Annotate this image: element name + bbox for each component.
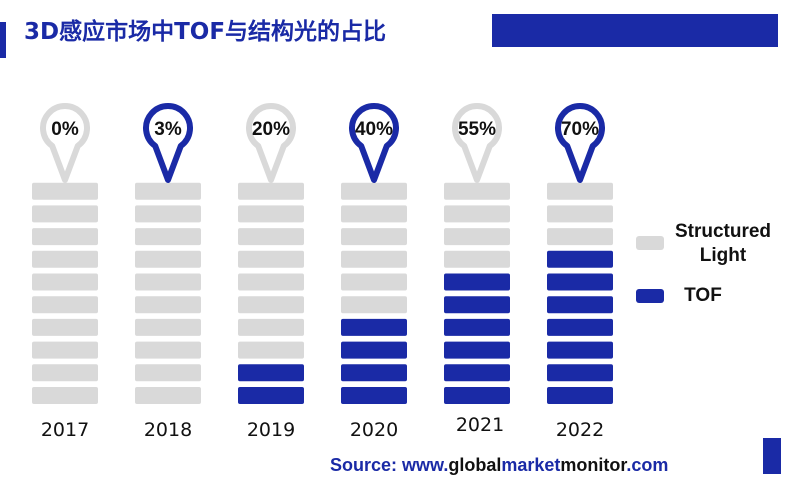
structured-light-segment-2017-7 xyxy=(32,250,98,268)
corner-decor-block xyxy=(763,438,781,474)
year-label-2019: 2019 xyxy=(247,419,295,441)
structured-light-segment-2020-5 xyxy=(341,296,407,314)
percent-label-2018: 3% xyxy=(154,119,182,140)
tof-segment-2019-2 xyxy=(238,364,304,382)
structured-light-segment-2018-9 xyxy=(135,205,201,223)
structured-light-segment-2017-8 xyxy=(32,228,98,246)
structured-light-segment-2019-9 xyxy=(238,205,304,223)
percent-label-2021: 55% xyxy=(458,119,496,140)
tof-segment-2022-7 xyxy=(547,250,613,268)
structured-light-segment-2017-9 xyxy=(32,205,98,223)
source-text: Source: www.globalmarketmonitor.com xyxy=(330,455,668,476)
structured-light-segment-2021-9 xyxy=(444,205,510,223)
header-decor-bar xyxy=(492,14,778,47)
structured-light-segment-2020-8 xyxy=(341,228,407,246)
structured-light-segment-2021-10 xyxy=(444,182,510,200)
structured-light-segment-2019-5 xyxy=(238,296,304,314)
structured-light-segment-2017-4 xyxy=(32,318,98,336)
structured-light-segment-2019-4 xyxy=(238,318,304,336)
structured-light-segment-2017-6 xyxy=(32,273,98,291)
tof-segment-2021-1 xyxy=(444,387,510,404)
tof-segment-2022-3 xyxy=(547,341,613,359)
structured-light-segment-2022-10 xyxy=(547,182,613,200)
tof-segment-2021-4 xyxy=(444,318,510,336)
source-suffix: .com xyxy=(626,455,669,475)
structured-light-segment-2021-8 xyxy=(444,228,510,246)
structured-light-segment-2019-6 xyxy=(238,273,304,291)
tof-segment-2022-6 xyxy=(547,273,613,291)
location-pin-icon xyxy=(143,103,193,183)
structured-light-segment-2020-6 xyxy=(341,273,407,291)
tof-segment-2021-6 xyxy=(444,273,510,291)
year-label-2020: 2020 xyxy=(350,419,398,441)
structured-light-segment-2018-2 xyxy=(135,364,201,382)
tof-segment-2021-5 xyxy=(444,296,510,314)
tof-segment-2020-1 xyxy=(341,387,407,404)
structured-light-segment-2019-3 xyxy=(238,341,304,359)
structured-light-segment-2022-8 xyxy=(547,228,613,246)
structured-light-segment-2019-7 xyxy=(238,250,304,268)
source-monitor: monitor xyxy=(560,455,627,475)
structured-light-segment-2020-7 xyxy=(341,250,407,268)
source-global: global xyxy=(448,455,502,475)
year-label-2022: 2022 xyxy=(556,419,604,441)
structured-light-segment-2017-3 xyxy=(32,341,98,359)
tof-segment-2022-5 xyxy=(547,296,613,314)
percent-label-2017: 0% xyxy=(51,119,79,140)
percent-label-2022: 70% xyxy=(561,119,599,140)
location-pin-icon xyxy=(349,103,399,183)
structured-light-segment-2018-5 xyxy=(135,296,201,314)
structured-light-segment-2018-3 xyxy=(135,341,201,359)
legend-label-tof: TOF xyxy=(684,285,722,306)
tof-segment-2022-4 xyxy=(547,318,613,336)
percent-label-2019: 20% xyxy=(252,119,290,140)
title-accent-bar xyxy=(0,22,6,58)
legend-label-line2: Light xyxy=(699,245,747,266)
tof-segment-2019-1 xyxy=(238,387,304,404)
structured-light-segment-2017-1 xyxy=(32,387,98,404)
location-pin-icon xyxy=(246,103,296,183)
source-prefix: Source: www. xyxy=(330,455,449,475)
structured-light-segment-2019-8 xyxy=(238,228,304,246)
chart-title: 3D感应市场中TOF与结构光的占比 xyxy=(24,19,387,45)
legend-label-structured-light: Structured Light xyxy=(668,220,778,268)
structured-light-segment-2022-9 xyxy=(547,205,613,223)
location-pin-icon xyxy=(40,103,90,183)
structured-light-segment-2018-7 xyxy=(135,250,201,268)
structured-light-segment-2018-1 xyxy=(135,387,201,404)
structured-light-segment-2020-9 xyxy=(341,205,407,223)
tof-segment-2021-2 xyxy=(444,364,510,382)
structured-light-segment-2017-10 xyxy=(32,182,98,200)
year-label-2018: 2018 xyxy=(144,419,192,441)
legend-label-line1: Structured xyxy=(674,221,772,242)
tof-segment-2022-1 xyxy=(547,387,613,404)
structured-light-segment-2018-8 xyxy=(135,228,201,246)
tof-segment-2020-4 xyxy=(341,318,407,336)
structured-light-segment-2017-5 xyxy=(32,296,98,314)
location-pin-icon xyxy=(555,103,605,183)
structured-light-segment-2018-6 xyxy=(135,273,201,291)
structured-light-segment-2017-2 xyxy=(32,364,98,382)
structured-light-segment-2020-10 xyxy=(341,182,407,200)
tof-segment-2022-2 xyxy=(547,364,613,382)
structured-light-segment-2019-10 xyxy=(238,182,304,200)
structured-light-segment-2021-7 xyxy=(444,250,510,268)
year-label-2021: 2021 xyxy=(456,414,504,436)
structured-light-segment-2018-4 xyxy=(135,318,201,336)
location-pin-icon xyxy=(452,103,502,183)
legend-swatch-structured-light xyxy=(636,236,664,250)
percent-label-2020: 40% xyxy=(355,119,393,140)
tof-segment-2020-3 xyxy=(341,341,407,359)
tof-segment-2021-3 xyxy=(444,341,510,359)
tof-segment-2020-2 xyxy=(341,364,407,382)
year-label-2017: 2017 xyxy=(41,419,89,441)
source-market: market xyxy=(501,455,561,475)
structured-light-segment-2018-10 xyxy=(135,182,201,200)
legend-swatch-tof xyxy=(636,289,664,303)
